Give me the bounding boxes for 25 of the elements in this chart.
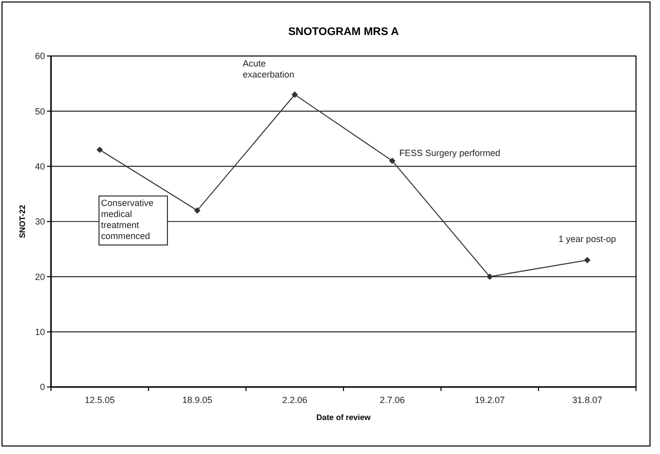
y-tick-label: 50 [34, 106, 45, 116]
x-tick-label: 19.2.07 [474, 395, 505, 405]
x-tick-label: 18.9.05 [182, 395, 212, 405]
point [584, 256, 590, 264]
x-tick-label: 2.7.06 [380, 395, 405, 405]
x-axis-title: Date of review [316, 413, 372, 422]
point [486, 273, 493, 280]
y-tick-label: 40 [34, 161, 45, 172]
y-tick-label: 60 [34, 51, 45, 62]
point [292, 91, 298, 98]
y-tick-label: 20 [34, 272, 45, 282]
chart-title: SNOTOGRAM MRS A [288, 26, 399, 38]
y-tick-label: 10 [34, 326, 45, 337]
y-tick-label: 30 [34, 216, 45, 227]
annotation: Acute exacerbation [242, 58, 294, 80]
x-tick-label: 12.5.05 [84, 395, 115, 405]
annotation: FESS Surgery performed [399, 148, 500, 158]
annotation: Conservative medical treatment commenced [101, 198, 154, 241]
point [389, 158, 396, 164]
point [96, 146, 103, 153]
x-tick-label: 31.8.07 [572, 395, 602, 405]
annotation: 1 year post-op [558, 234, 616, 244]
x-tick-label: 2.2.06 [282, 395, 308, 405]
y-axis-title: SNOT-22 [18, 204, 27, 238]
y-tick-label: 0 [40, 382, 45, 392]
